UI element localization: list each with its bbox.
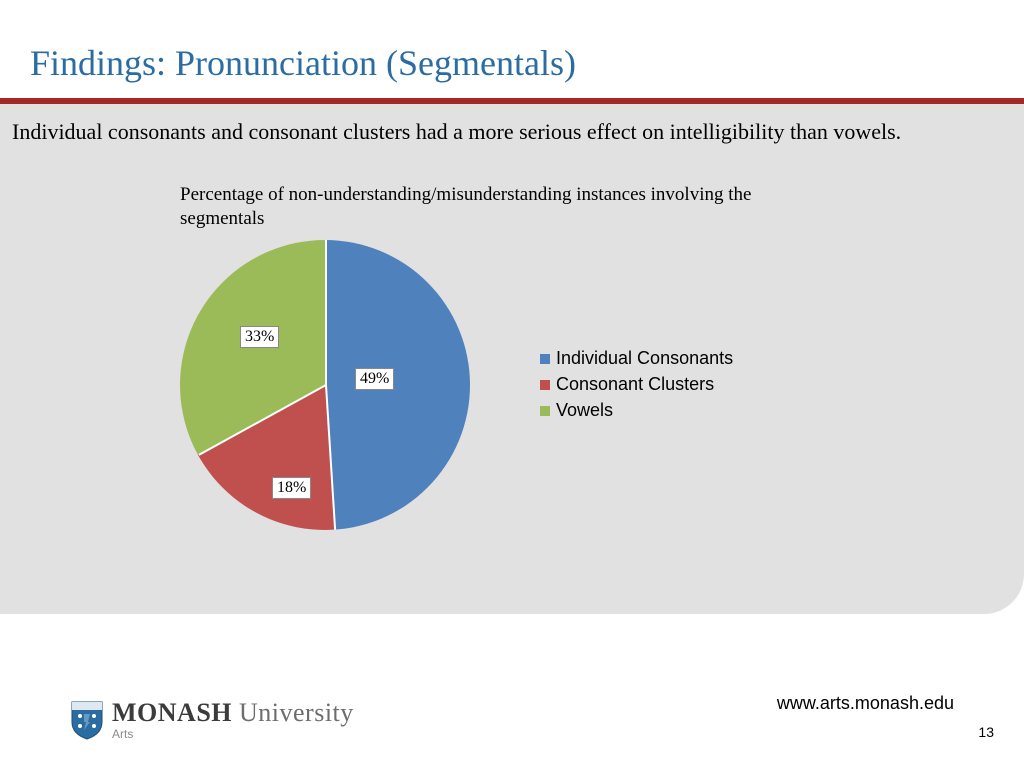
pie-box: 49% 18% 33% [180,240,470,530]
legend-swatch [540,380,550,390]
chart-row: 49% 18% 33% Individual Consonants Conson… [180,240,900,530]
logo: MONASH University Arts [70,700,354,740]
page-number: 13 [978,724,994,740]
pie-separator [325,240,327,385]
slide-title: Findings: Pronunciation (Segmentals) [30,42,994,84]
chart-title: Percentage of non-understanding/misunder… [180,183,820,232]
shield-icon [70,700,104,740]
logo-sub: Arts [112,728,354,740]
legend-label: Consonant Clusters [556,374,714,395]
logo-light: University [232,698,354,727]
logo-bold: MONASH [112,698,232,727]
slide: Findings: Pronunciation (Segmentals) Ind… [0,0,1024,768]
pie-slice-label: 49% [355,368,394,390]
logo-text: MONASH University Arts [112,700,354,740]
body-area: Individual consonants and consonant clus… [0,104,1024,614]
legend-item: Vowels [540,400,733,421]
legend-swatch [540,354,550,364]
footer-url: www.arts.monash.edu [777,693,954,714]
chart-legend: Individual Consonants Consonant Clusters… [540,343,733,426]
legend-item: Individual Consonants [540,348,733,369]
footer: MONASH University Arts www.arts.monash.e… [0,668,1024,768]
intro-text: Individual consonants and consonant clus… [10,118,1014,157]
logo-main: MONASH University [112,700,354,726]
pie-slice-label: 18% [272,477,311,499]
pie-chart-region: Percentage of non-understanding/misunder… [180,183,900,530]
legend-item: Consonant Clusters [540,374,733,395]
title-area: Findings: Pronunciation (Segmentals) [0,0,1024,98]
legend-label: Individual Consonants [556,348,733,369]
legend-label: Vowels [556,400,613,421]
legend-swatch [540,406,550,416]
pie-slice-label: 33% [240,326,279,348]
